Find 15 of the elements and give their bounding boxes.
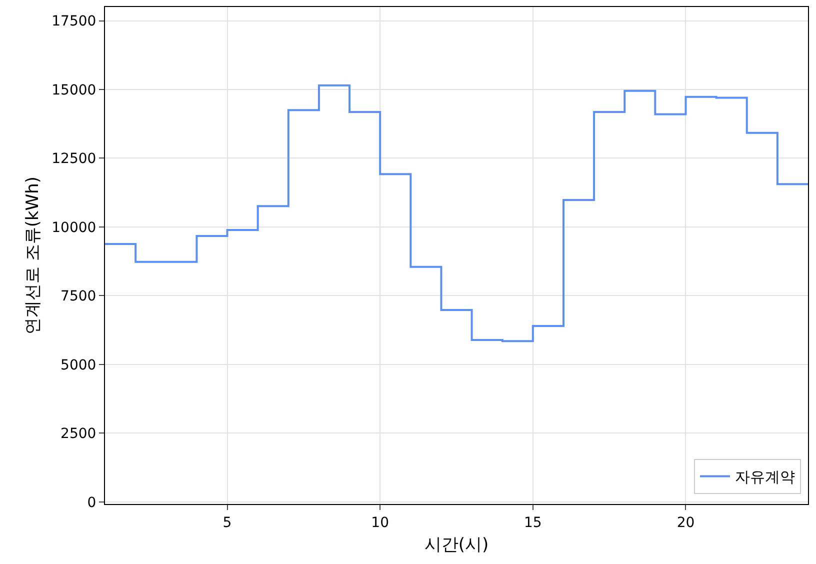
y-tick-label: 0 — [87, 494, 96, 511]
y-tick-label: 7500 — [60, 288, 96, 305]
y-tick-label: 12500 — [52, 151, 96, 168]
y-tick-label: 10000 — [52, 220, 96, 236]
x-axis-title: 시간(시) — [424, 535, 489, 556]
y-tick-label: 5000 — [60, 357, 96, 374]
x-tick-label: 10 — [371, 514, 390, 531]
y-axis-title: 연계선로 조류(kWh) — [23, 176, 44, 335]
x-tick-label: 20 — [676, 514, 695, 531]
y-tick-label: 15000 — [52, 82, 96, 98]
y-tick-label: 2500 — [60, 426, 96, 442]
y-tick-label: 17500 — [52, 14, 96, 30]
legend-label: 자유계약 — [734, 468, 795, 486]
x-tick-label: 15 — [524, 514, 542, 531]
x-tick-label: 5 — [222, 514, 232, 531]
